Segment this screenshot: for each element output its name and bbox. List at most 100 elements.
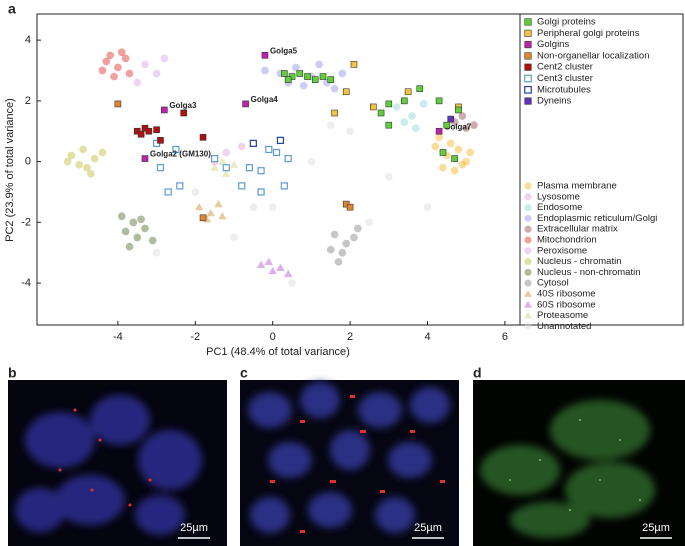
data-point [148, 236, 157, 245]
data-point [129, 218, 138, 227]
data-point [256, 260, 266, 269]
legend-marker [524, 225, 532, 233]
legend-marker [524, 214, 532, 222]
data-point [237, 142, 246, 151]
data-point [268, 203, 277, 212]
data-point [292, 63, 300, 72]
data-point [145, 127, 153, 135]
legend-label: Plasma membrane [537, 181, 617, 192]
data-point [412, 124, 420, 133]
point-label: Golga4 [251, 95, 279, 104]
data-point [462, 124, 471, 133]
data-point [161, 106, 168, 114]
data-point [98, 66, 107, 75]
data-point [338, 69, 347, 78]
x-tick-label: 6 [502, 331, 508, 343]
data-point [141, 60, 149, 69]
x-tick-label: 2 [347, 331, 353, 343]
data-point [276, 263, 285, 272]
legend-label: Nucleus - non-chromatin [537, 267, 641, 278]
data-point [257, 167, 265, 175]
data-point [280, 182, 288, 190]
data-point [431, 142, 440, 151]
legend-marker [524, 236, 532, 244]
data-point [435, 97, 443, 105]
data-point [311, 76, 319, 83]
data-point [180, 109, 187, 117]
data-point [350, 233, 358, 242]
legend-marker [524, 258, 532, 266]
legend-label: Mitochondrion [537, 235, 597, 246]
data-point [121, 227, 130, 236]
legend-label: Unannotated [537, 321, 591, 332]
point-label: Golga2 (GM130) [150, 150, 211, 159]
data-point [284, 154, 292, 163]
data-point [152, 248, 161, 257]
data-point [137, 130, 145, 138]
legend-label: 40S ribosome [537, 289, 596, 300]
legend-marker [524, 52, 532, 60]
y-tick-label: -4 [21, 277, 31, 289]
data-point [326, 121, 335, 130]
data-point [117, 48, 126, 57]
y-tick-label: -2 [21, 216, 31, 228]
data-point [284, 76, 292, 83]
legend-marker [524, 204, 532, 212]
data-point [462, 157, 471, 166]
data-point [419, 100, 428, 108]
data-point [257, 188, 265, 196]
data-point [222, 148, 231, 157]
data-point [249, 203, 258, 212]
data-point [288, 279, 296, 287]
plot-area: Golga5 Golga4 Golga3 Golga2 (GM130) Golga7 [63, 46, 478, 287]
data-point [307, 157, 316, 166]
data-point [400, 118, 409, 126]
data-point [330, 230, 339, 239]
data-point [102, 57, 111, 66]
data-point [470, 121, 478, 130]
data-point [350, 61, 358, 68]
data-point [117, 212, 126, 221]
data-point [283, 269, 293, 278]
data-point [447, 115, 455, 123]
data-point [153, 126, 160, 134]
data-point [218, 157, 227, 165]
data-point [392, 103, 401, 111]
data-point [79, 145, 87, 154]
data-point [435, 127, 443, 135]
legend-label: Non-organellar localization [537, 50, 649, 61]
data-point [299, 81, 308, 90]
data-point [400, 97, 408, 105]
data-point [191, 188, 200, 196]
data-point [67, 151, 76, 160]
panel-letter: d [473, 365, 482, 381]
x-tick-label: 4 [424, 331, 430, 343]
data-point [199, 214, 207, 222]
data-point [164, 188, 172, 196]
data-point [439, 163, 447, 172]
data-point [276, 136, 285, 144]
data-point [404, 88, 412, 96]
data-point [194, 202, 204, 211]
data-point [454, 145, 463, 154]
data-point [83, 163, 91, 172]
legend-marker [524, 290, 532, 297]
data-point [331, 109, 338, 117]
data-point [330, 84, 339, 93]
legend-label: Cent2 cluster [537, 62, 593, 73]
data-point [157, 137, 164, 144]
legend-marker [524, 85, 532, 94]
panel-letter: c [240, 365, 248, 381]
legend-label: Cent3 cluster [537, 73, 593, 84]
micrograph [240, 380, 459, 546]
legend-marker [524, 29, 532, 37]
legend-label: Endosome [537, 202, 582, 213]
legend-marker [524, 311, 532, 319]
data-point [245, 164, 254, 172]
x-tick-label: -4 [113, 331, 123, 343]
data-point [238, 182, 246, 190]
data-point [137, 215, 145, 224]
data-point [86, 169, 95, 178]
data-point [214, 199, 223, 208]
